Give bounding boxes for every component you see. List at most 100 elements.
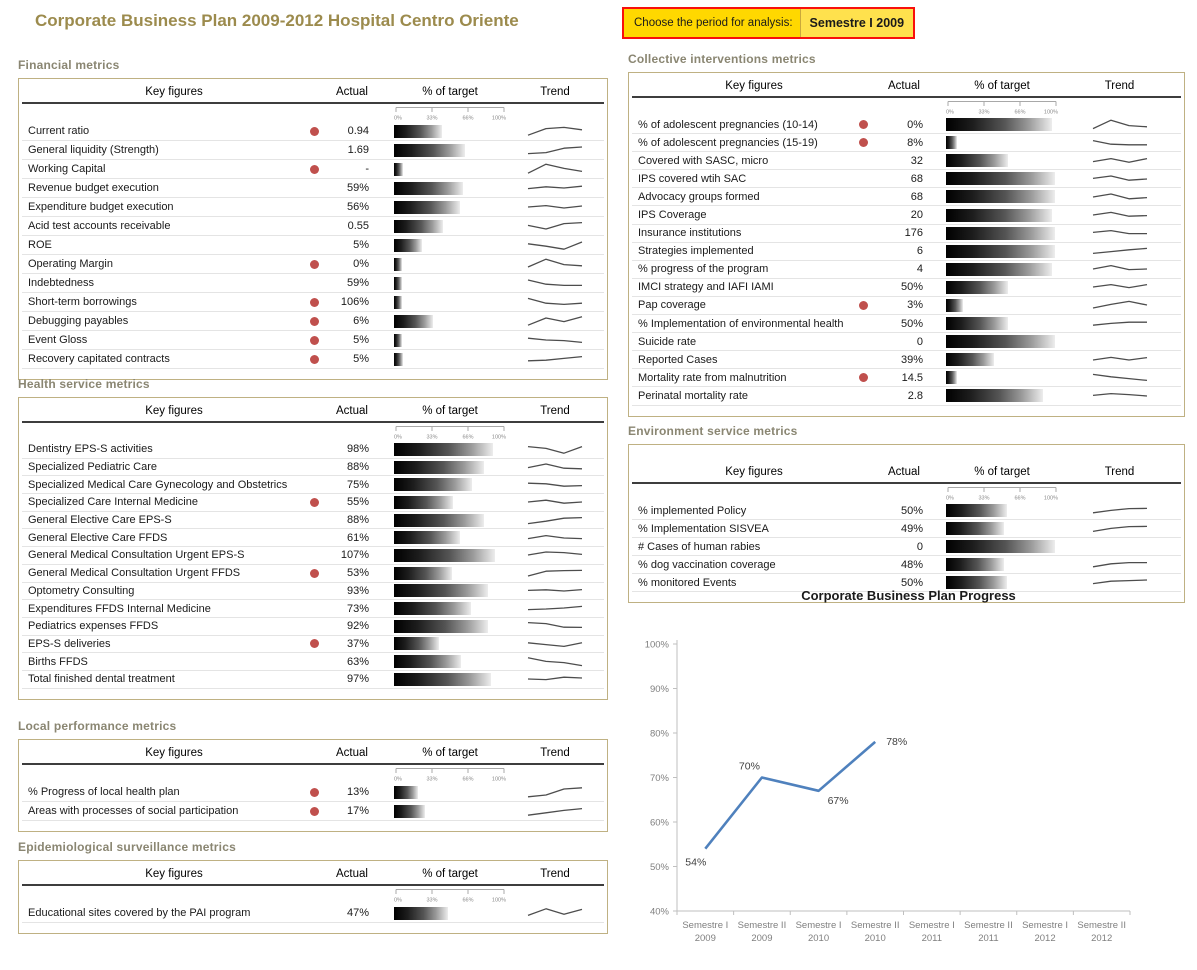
actual-value: 0.55: [347, 220, 369, 232]
target-bar-cell: [946, 576, 1058, 590]
metrics-table: Key figures Actual % of target Trend 0% 3…: [628, 72, 1185, 417]
target-bar-cell: [394, 124, 506, 138]
metric-label: % progress of the program: [638, 263, 769, 276]
target-bar-cell: [394, 460, 506, 474]
alert-dot-icon: [858, 373, 868, 383]
metric-label: Revenue budget execution: [28, 182, 159, 194]
target-bar: [946, 540, 1055, 554]
section-heading: Epidemiological surveillance metrics: [18, 840, 236, 854]
target-bar-cell: [946, 504, 1058, 518]
actual-value: 59%: [346, 182, 369, 194]
section-collective: Collective interventions metrics Key fig…: [628, 52, 1185, 417]
table-row: General Elective Care EPS-S 88%: [22, 512, 604, 530]
trend-sparkline: [1092, 193, 1147, 200]
col-header-trend: Trend: [540, 747, 570, 759]
metric-label: % implemented Policy: [638, 504, 747, 517]
actual-value: 2.8: [907, 389, 923, 402]
target-bar: [394, 655, 462, 669]
metric-label: Specialized Care Internal Medicine: [28, 496, 198, 509]
trend-sparkline: [527, 588, 583, 592]
scale-row: 0% 33% 66% 100%: [632, 486, 1181, 502]
target-bar-cell: [394, 162, 506, 176]
target-bar-cell: [394, 181, 506, 195]
metric-label: Perinatal mortality rate: [638, 389, 749, 402]
target-bar-cell: [946, 353, 1058, 367]
trend-sparkline: [527, 204, 583, 209]
metric-label: Working Capital: [28, 163, 106, 175]
target-bar: [394, 295, 402, 309]
actual-value: 0.94: [347, 125, 369, 137]
table-header-row: Key figures Actual % of target Trend: [632, 77, 1181, 98]
section-heading: Environment service metrics: [628, 424, 798, 438]
target-bar: [394, 124, 443, 138]
table-row: Event Gloss 5%: [22, 331, 604, 350]
table-row: IPS Coverage 20: [632, 206, 1181, 225]
target-bar-cell: [394, 655, 506, 669]
table-row: % Implementation of environmental health…: [632, 315, 1181, 334]
table-header-row: Key figures Actual % of target Trend: [22, 83, 604, 104]
svg-text:66%: 66%: [462, 898, 473, 904]
target-bar: [394, 352, 403, 366]
actual-value: 37%: [346, 637, 369, 650]
svg-text:0%: 0%: [946, 496, 954, 502]
metric-label: Expenditures FFDS Internal Medicine: [28, 602, 211, 615]
actual-value: 55%: [346, 496, 369, 509]
target-bar: [946, 226, 1055, 240]
metric-label: EPS-S deliveries: [28, 637, 111, 650]
actual-value: 20: [910, 209, 923, 222]
alert-dot-icon: [858, 120, 868, 130]
metric-label: Specialized Pediatric Care: [28, 461, 158, 474]
metric-label: # Cases of human rabies: [638, 540, 761, 553]
actual-value: 8%: [907, 136, 923, 149]
target-bar: [946, 244, 1055, 258]
trend-sparkline: [527, 241, 583, 250]
metric-label: Event Gloss: [28, 334, 88, 346]
metric-label: Reported Cases: [638, 353, 718, 366]
table-row: Suicide rate 0: [632, 333, 1181, 352]
metric-label: Suicide rate: [638, 335, 697, 348]
metric-label: Advocacy groups formed: [638, 190, 760, 203]
target-bar-cell: [946, 298, 1058, 312]
target-bar-cell: [946, 226, 1058, 240]
table-row: Indebtedness 59%: [22, 274, 604, 293]
metric-label: IPS covered wtih SAC: [638, 172, 747, 185]
col-header-trend: Trend: [540, 405, 570, 417]
alert-dot-icon: [309, 568, 319, 578]
target-bar-cell: [394, 672, 506, 686]
metric-label: General Elective Care EPS-S: [28, 514, 172, 527]
section-heading: Financial metrics: [18, 58, 120, 72]
trend-sparkline: [1092, 356, 1147, 361]
trend-sparkline: [1092, 157, 1147, 163]
target-scale-axis: 0% 33% 66% 100%: [394, 889, 506, 904]
table-row: Insurance institutions 176: [632, 225, 1181, 243]
metric-label: Acid test accounts receivable: [28, 220, 171, 232]
target-bar: [394, 333, 402, 347]
svg-text:80%: 80%: [650, 729, 670, 740]
actual-value: 6: [916, 245, 923, 258]
table-row: % Implementation SISVEA 49%: [632, 520, 1181, 539]
scale-row: 0% 33% 66% 100%: [22, 425, 604, 441]
target-bar-cell: [394, 314, 506, 328]
target-bar: [394, 495, 454, 509]
table-row: Optometry Consulting 93%: [22, 583, 604, 601]
target-bar: [946, 335, 1055, 349]
svg-text:2010: 2010: [865, 933, 886, 944]
alert-dot-icon: [309, 126, 319, 136]
svg-text:66%: 66%: [1014, 110, 1025, 116]
target-bar: [394, 162, 403, 176]
metric-label: % Progress of local health plan: [28, 786, 180, 798]
period-dropdown[interactable]: Semestre I 2009: [799, 9, 914, 37]
table-row: General Medical Consultation Urgent EPS-…: [22, 547, 604, 565]
trend-sparkline: [527, 337, 583, 344]
target-bar-cell: [946, 262, 1058, 276]
svg-text:0%: 0%: [946, 110, 954, 116]
col-header-actual: Actual: [336, 405, 368, 417]
target-bar-cell: [394, 478, 506, 492]
table-row: Reported Cases 39%: [632, 351, 1181, 370]
table-row: Dentistry EPS-S activities 98%: [22, 441, 604, 459]
section-financial: Financial metrics Key figures Actual % o…: [18, 58, 608, 380]
actual-value: 75%: [346, 478, 369, 491]
scale-row: 0% 33% 66% 100%: [22, 888, 604, 904]
trend-sparkline: [527, 163, 583, 174]
metric-label: Debugging payables: [28, 315, 129, 327]
